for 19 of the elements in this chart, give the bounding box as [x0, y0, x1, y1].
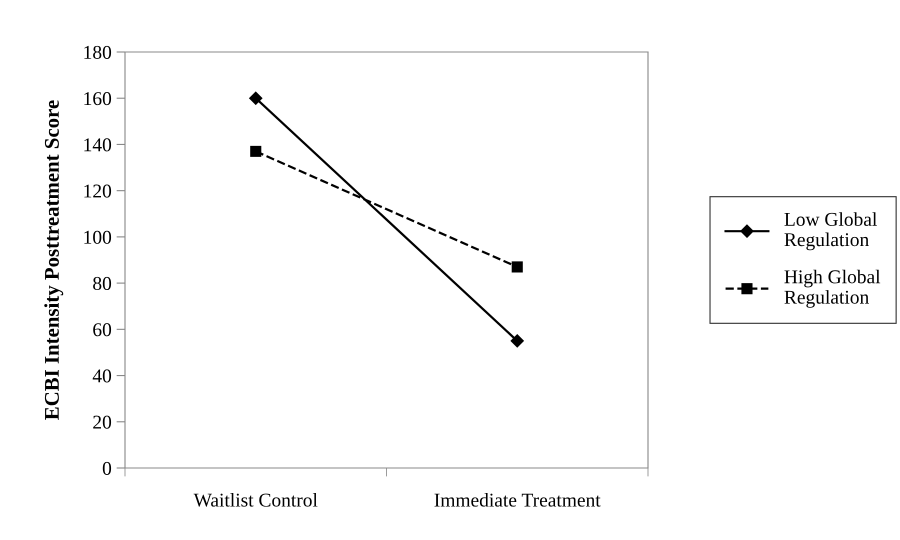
y-tick-label: 180	[84, 46, 112, 59]
y-tick-label: 120	[84, 184, 112, 198]
y-tick-label: 160	[84, 92, 112, 106]
y-tick-label: 140	[84, 138, 112, 152]
point	[512, 261, 523, 272]
y-tick-label: 80	[93, 276, 112, 290]
legend-label: High Global Regulation	[784, 270, 880, 308]
y-tick-label: 40	[92, 369, 112, 382]
y-tick-label: 100	[84, 230, 112, 244]
y-tick-label: 20	[93, 416, 112, 429]
y-tick-label: 0	[102, 462, 112, 475]
point	[249, 92, 262, 105]
point	[250, 146, 262, 157]
x-tick-label: Waitlist Control	[194, 493, 318, 507]
point	[510, 334, 524, 348]
y-axis-title: ECBI Intensity Posttreatment Score	[44, 100, 64, 420]
y-tick-label: 60	[93, 323, 112, 336]
x-tick-label: Immediate Treatment	[434, 493, 601, 507]
legend-label: Low Global Regulation	[784, 212, 877, 250]
